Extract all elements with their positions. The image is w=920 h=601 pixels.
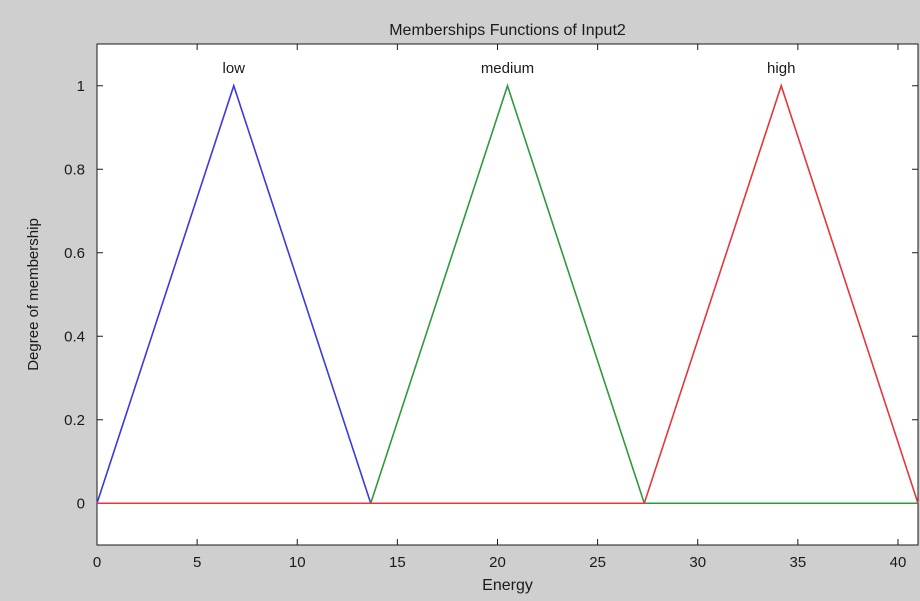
y-tick-label: 1 <box>77 78 85 95</box>
x-tick-label: 15 <box>389 554 406 571</box>
series-line-medium <box>369 83 918 505</box>
x-tick-label: 10 <box>289 554 306 571</box>
y-tick-label: 0.4 <box>64 328 85 345</box>
y-tick-label: 0 <box>77 495 85 512</box>
y-tick-label: 0.8 <box>64 161 85 178</box>
plot-area <box>96 43 919 546</box>
x-axis-ticks: 0 5 10 15 20 25 30 35 40 <box>93 44 906 571</box>
x-tick-label: 40 <box>890 554 907 571</box>
chart-title: Memberships Functions of Input2 <box>389 22 626 39</box>
x-tick-label: 30 <box>689 554 706 571</box>
y-axis-ticks: 0 0.2 0.4 0.6 0.8 1 <box>64 78 918 512</box>
x-tick-label: 20 <box>489 554 506 571</box>
series-labels: low medium high <box>223 60 796 77</box>
series-line-high <box>97 83 919 505</box>
y-tick-label: 0.6 <box>64 245 85 262</box>
series-line-low <box>96 83 372 504</box>
x-tick-label: 5 <box>193 554 201 571</box>
y-axis-label: Degree of membership <box>25 218 42 371</box>
x-tick-label: 25 <box>589 554 606 571</box>
series-label-low: low <box>223 60 246 77</box>
x-axis-label: Energy <box>482 577 533 594</box>
series-layer <box>96 83 919 505</box>
x-tick-label: 0 <box>93 554 101 571</box>
series-label-high: high <box>767 60 795 77</box>
series-label-medium: medium <box>481 60 534 77</box>
y-tick-label: 0.2 <box>64 412 85 429</box>
x-tick-label: 35 <box>790 554 807 571</box>
